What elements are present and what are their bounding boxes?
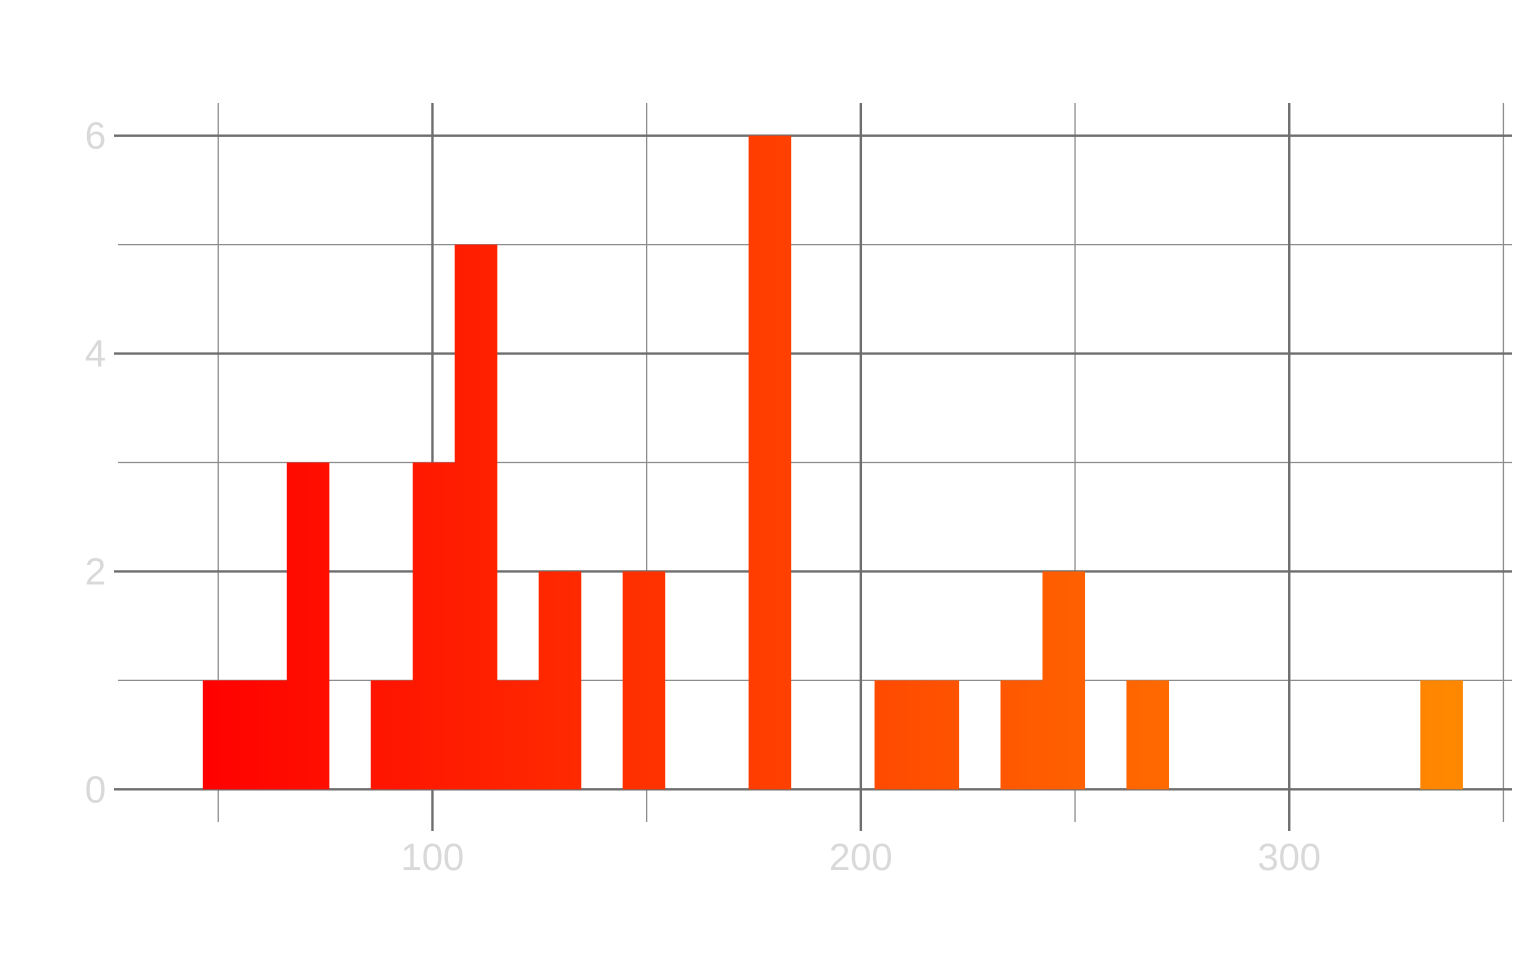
y-tick-label: 0 bbox=[85, 769, 106, 811]
tick-labels: 100 200 300 0 2 4 6 bbox=[85, 116, 1321, 879]
histogram-bar-14 bbox=[1042, 571, 1086, 790]
histogram-bar-7 bbox=[496, 680, 540, 790]
histogram-bar-6 bbox=[454, 244, 498, 790]
histogram-bar-15 bbox=[1126, 680, 1170, 790]
histogram-bar-11 bbox=[874, 680, 918, 790]
histogram-bar-9 bbox=[622, 571, 666, 790]
histogram-bar-4 bbox=[370, 680, 414, 790]
x-tick-label: 200 bbox=[829, 837, 892, 879]
y-tick-label: 6 bbox=[85, 116, 106, 158]
histogram-bar-3 bbox=[286, 462, 330, 790]
histogram-bars bbox=[202, 135, 1463, 790]
histogram-bar-13 bbox=[1000, 680, 1044, 790]
histogram-bar-10 bbox=[748, 135, 792, 790]
y-tick-label: 4 bbox=[85, 334, 106, 376]
x-tick-label: 100 bbox=[401, 837, 464, 879]
histogram-bar-12 bbox=[916, 680, 960, 790]
histogram-bar-2 bbox=[244, 680, 288, 790]
histogram-bar-8 bbox=[538, 571, 582, 790]
histogram-bar-1 bbox=[202, 680, 246, 790]
grid-lines bbox=[118, 103, 1512, 822]
y-tick-label: 2 bbox=[85, 551, 106, 593]
histogram-bar-5 bbox=[412, 462, 456, 790]
axis-ticks bbox=[114, 134, 1291, 831]
x-tick-label: 300 bbox=[1258, 837, 1321, 879]
histogram-bar-16 bbox=[1420, 680, 1463, 790]
